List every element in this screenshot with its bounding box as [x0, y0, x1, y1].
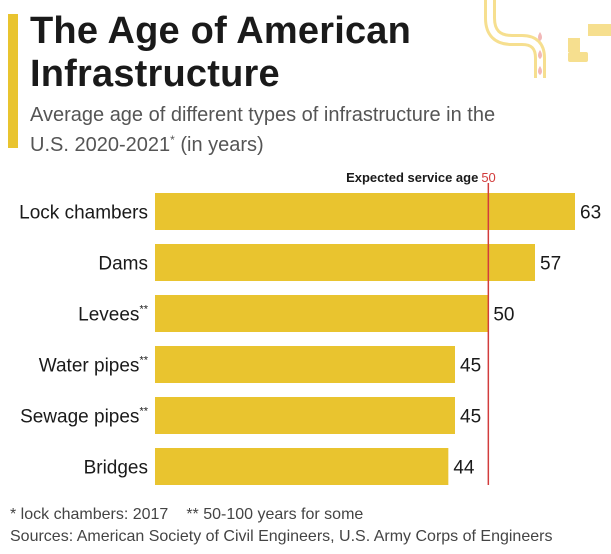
bar-sewage-pipes [155, 397, 455, 434]
bar-levees [155, 295, 489, 332]
footnote: * lock chambers: 2017 ** 50-100 years for… [10, 505, 363, 525]
chart-title: The Age of American Infrastructure [30, 10, 412, 95]
value-label: 45 [460, 407, 481, 428]
bar-water-pipes [155, 346, 455, 383]
value-label: 57 [540, 254, 561, 275]
value-label: 44 [453, 458, 475, 479]
footnote-lock-chambers: * lock chambers: 2017 [10, 506, 169, 523]
value-label: 63 [580, 203, 601, 224]
category-label: Lock chambers [19, 203, 148, 224]
bar-chart: Lock chambers 63 Dams 57 Levees** 50 Water pip… [19, 170, 601, 485]
category-label: Bridges [84, 458, 148, 479]
category-label: Water pipes** [39, 355, 149, 377]
bar-bridges [155, 448, 449, 485]
droplet-icon [538, 50, 542, 59]
category-label: Dams [98, 254, 148, 275]
subtitle-main: Average age of different types of infras… [30, 104, 496, 156]
subtitle-star: * [170, 133, 175, 147]
bar-lock-chambers [155, 193, 575, 230]
droplet-icon [538, 32, 542, 41]
accent-bar [8, 14, 18, 148]
value-label: 50 [493, 305, 514, 326]
footnote-pipes: ** 50-100 years for some [186, 506, 364, 523]
reference-value: 50 [481, 170, 495, 185]
droplet-icon [538, 66, 542, 75]
bar-dams [155, 244, 535, 281]
sources: Sources: American Society of Civil Engin… [10, 528, 553, 545]
pipe-icon [484, 0, 611, 78]
chart-subtitle: Average age of different types of infras… [30, 103, 530, 158]
subtitle-tail: (in years) [174, 134, 264, 156]
category-label: Sewage pipes** [20, 406, 149, 428]
reference-label: Expected service age [346, 170, 478, 185]
value-label: 45 [460, 356, 481, 377]
category-label: Levees** [78, 304, 149, 326]
